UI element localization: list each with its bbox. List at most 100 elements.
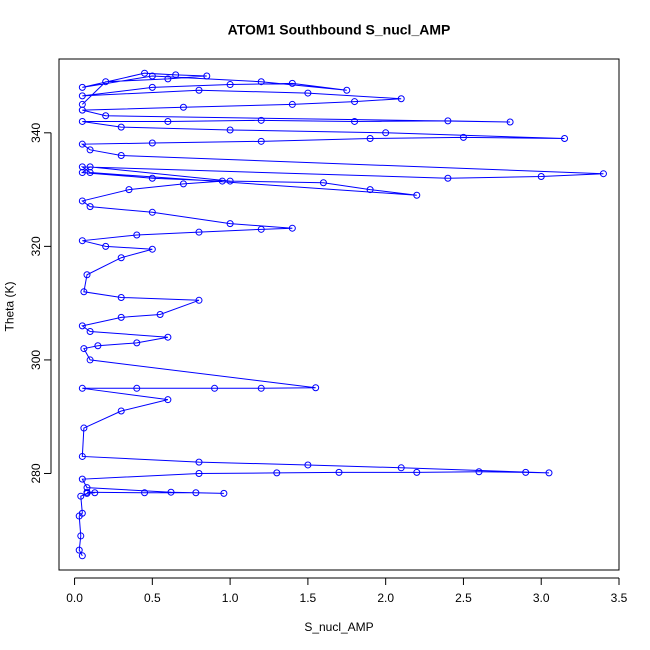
data-point <box>459 133 467 141</box>
data-point <box>172 71 180 79</box>
data-point <box>133 384 141 392</box>
data-point <box>102 242 110 250</box>
data-point <box>257 116 265 124</box>
x-tick-label: 0.0 <box>66 591 83 605</box>
data-point <box>94 342 102 350</box>
data-point <box>226 220 234 228</box>
data-point <box>148 174 156 182</box>
data-point <box>78 163 86 171</box>
data-point <box>117 123 125 131</box>
data-point <box>522 468 530 476</box>
data-point <box>288 224 296 232</box>
data-point <box>195 458 203 466</box>
data-point <box>117 293 125 301</box>
data-point <box>164 396 172 404</box>
data-point <box>413 468 421 476</box>
data-point <box>78 475 86 483</box>
x-tick-label: 3.5 <box>611 591 628 605</box>
data-point <box>343 86 351 94</box>
data-point <box>148 245 156 253</box>
data-point <box>86 203 94 211</box>
x-axis: 0.0 0.5 1.0 1.5 2.0 2.5 3.0 3.5 <box>66 577 628 605</box>
data-point <box>117 407 125 415</box>
data-point <box>192 489 200 497</box>
data-point <box>304 461 312 469</box>
data-point <box>351 117 359 125</box>
data-point <box>148 72 156 80</box>
data-point <box>257 78 265 86</box>
data-point <box>413 191 421 199</box>
data-point <box>506 118 514 126</box>
data-point <box>203 72 211 80</box>
data-point <box>195 469 203 477</box>
x-tick-label: 2.0 <box>377 591 394 605</box>
data-point <box>164 333 172 341</box>
data-point <box>78 509 86 517</box>
data-point <box>133 339 141 347</box>
data-point <box>78 552 86 560</box>
data-point <box>102 112 110 120</box>
data-point <box>117 254 125 262</box>
y-tick-label: 300 <box>29 350 43 370</box>
data-point <box>141 69 149 77</box>
data-point <box>312 384 320 392</box>
data-point <box>117 313 125 321</box>
data-point <box>561 134 569 142</box>
data-point <box>148 208 156 216</box>
data-point <box>366 134 374 142</box>
y-tick-label: 280 <box>29 463 43 483</box>
data-point <box>211 384 219 392</box>
data-point <box>83 488 91 496</box>
data-point <box>257 137 265 145</box>
data-point <box>86 146 94 154</box>
data-point <box>397 464 405 472</box>
data-point <box>77 492 85 500</box>
data-point <box>78 83 86 91</box>
data-point <box>80 424 88 432</box>
data-point <box>78 100 86 108</box>
data-point <box>78 140 86 148</box>
y-axis: 280 300 320 340 <box>29 122 52 483</box>
y-tick-label: 340 <box>29 122 43 142</box>
data-point <box>220 489 228 497</box>
data-point <box>537 173 545 181</box>
x-axis-label: S_nucl_AMP <box>304 620 373 634</box>
data-point <box>80 288 88 296</box>
data-point <box>78 237 86 245</box>
data-point <box>141 489 149 497</box>
y-tick-label: 320 <box>29 236 43 256</box>
data-point <box>164 117 172 125</box>
x-tick-label: 1.0 <box>222 591 239 605</box>
x-tick-label: 2.5 <box>455 591 472 605</box>
data-point <box>78 92 86 100</box>
data-point <box>288 79 296 87</box>
x-tick-label: 1.5 <box>300 591 317 605</box>
data-point <box>599 170 607 178</box>
data-point <box>257 384 265 392</box>
data-point <box>86 356 94 364</box>
x-tick-label: 3.0 <box>533 591 550 605</box>
data-point <box>133 231 141 239</box>
data-point <box>319 179 327 187</box>
data-point <box>117 152 125 160</box>
data-point <box>148 139 156 147</box>
data-point <box>226 177 234 185</box>
data-point <box>444 117 452 125</box>
data-point <box>273 469 281 477</box>
data-point <box>80 345 88 353</box>
data-point <box>78 117 86 125</box>
data-point <box>257 225 265 233</box>
data-point <box>179 103 187 111</box>
data-point <box>78 197 86 205</box>
data-point <box>366 186 374 194</box>
data-point <box>351 98 359 106</box>
data-point <box>545 469 553 477</box>
data-point <box>218 177 226 185</box>
data-point <box>226 126 234 134</box>
data-point <box>475 468 483 476</box>
data-point <box>195 228 203 236</box>
series-layer <box>75 69 607 560</box>
